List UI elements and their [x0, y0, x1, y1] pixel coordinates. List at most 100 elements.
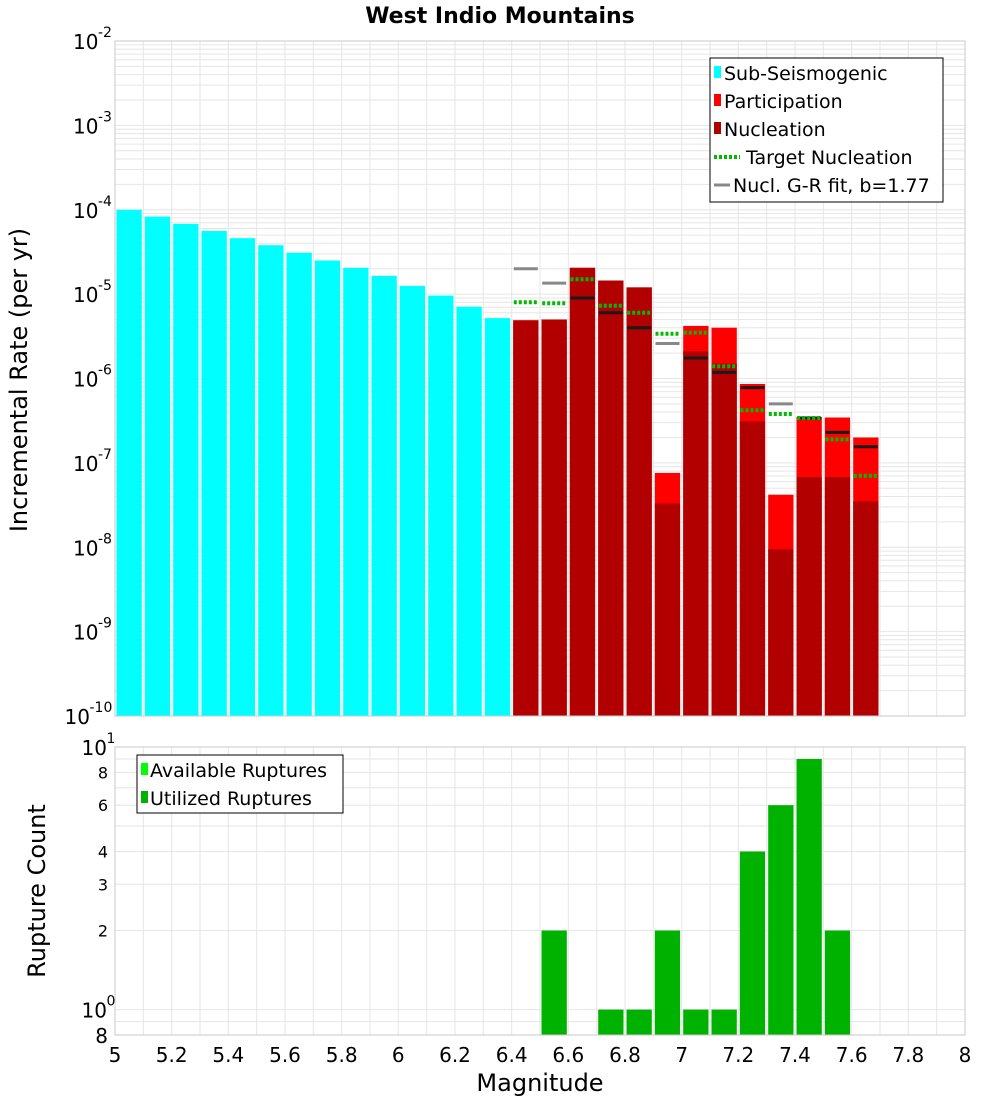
top-legend-item: Sub-Seismogenic — [714, 63, 888, 85]
top-lines — [513, 267, 878, 478]
top-y-tick-label: 10 -2 — [73, 25, 112, 54]
utilized-ruptures-bar — [768, 805, 794, 1035]
sub-seismogenic-bar — [258, 245, 284, 716]
utilized-ruptures-bar — [683, 1009, 709, 1035]
utilized-ruptures-bar — [654, 930, 681, 1035]
utilized-ruptures-bar — [796, 759, 822, 1035]
x-tick-label: 6.8 — [609, 1043, 641, 1067]
top-y-tick-label: 10 -7 — [73, 447, 112, 476]
bottom-y-minor-tick-label: 4 — [98, 842, 108, 861]
x-tick-label: 6 — [392, 1043, 405, 1067]
tick-exponent: -7 — [98, 447, 112, 463]
x-axis-label: Magnitude — [476, 1069, 603, 1097]
tick-base: 10 — [65, 705, 90, 729]
bottom-y-tick-label: 10 1 — [82, 731, 116, 760]
x-tick-label: 5.4 — [212, 1043, 244, 1067]
utilized-ruptures-bar — [711, 1009, 737, 1035]
tick-exponent: -8 — [98, 531, 112, 547]
nucleation-bar — [768, 549, 794, 716]
legend-label: Available Ruptures — [150, 760, 327, 782]
tick-exponent: -9 — [98, 616, 112, 632]
top-y-tick-label: 10 -5 — [73, 278, 112, 307]
nucleation-bar — [541, 319, 567, 716]
tick-exponent: -10 — [90, 700, 113, 716]
bottom-plot-frame — [114, 746, 966, 1036]
x-tick-label: 7.4 — [779, 1043, 811, 1067]
tick-exponent: 1 — [107, 731, 116, 747]
x-tick-label: 7.2 — [722, 1043, 754, 1067]
nucleation-bar — [739, 421, 766, 716]
nucleation-bar — [796, 477, 822, 716]
tick-exponent: -4 — [98, 194, 112, 210]
tick-base: 10 — [73, 114, 98, 138]
tick-exponent: 0 — [107, 994, 116, 1010]
sub-seismogenic-bar — [201, 231, 227, 716]
legend-label: Nucl. G-R fit, b=1.77 — [733, 175, 930, 197]
tick-exponent: -3 — [98, 109, 112, 125]
legend-label: Nucleation — [724, 119, 826, 141]
top-legend-item: Nucl. G-R fit, b=1.77 — [714, 175, 930, 197]
utilized-ruptures-bar — [598, 1009, 624, 1035]
bottom-bars — [541, 759, 851, 1035]
utilized-ruptures-bar — [626, 1009, 652, 1035]
legend-label: Participation — [724, 91, 843, 113]
x-tick-label: 5.2 — [156, 1043, 188, 1067]
sub-seismogenic-bar — [456, 306, 482, 716]
top-legend-item: Nucleation — [714, 119, 826, 141]
legend-swatch — [714, 66, 721, 78]
bottom-y-minor-tick-label: 8 — [98, 763, 108, 782]
tick-base: 10 — [73, 536, 98, 560]
x-tick-label: 5 — [109, 1043, 122, 1067]
tick-base: 10 — [73, 283, 98, 307]
bottom-legend-item: Utilized Ruptures — [141, 788, 312, 810]
legend-label: Utilized Ruptures — [150, 788, 312, 810]
tick-exponent: -2 — [98, 25, 112, 41]
top-y-tick-label: 10 -6 — [73, 363, 112, 392]
bottom-y-minor-tick-label: 6 — [98, 796, 108, 815]
tick-base: 10 — [73, 30, 98, 54]
bottom-y-minor-tick-label: 2 — [98, 922, 108, 941]
bottom-y-axis-label: Rupture Count — [23, 804, 51, 978]
sub-seismogenic-bar — [116, 209, 142, 717]
x-tick-label: 8 — [959, 1043, 972, 1067]
legend-swatch — [714, 122, 721, 134]
top-y-tick-label: 10 -3 — [73, 109, 112, 138]
nucleation-bar — [513, 320, 539, 716]
top-legend-box — [709, 57, 944, 203]
tick-exponent: -5 — [98, 278, 112, 294]
top-legend-item: Participation — [714, 91, 843, 113]
sub-seismogenic-bar — [428, 295, 454, 716]
utilized-ruptures-bar — [739, 851, 766, 1035]
x-tick-label: 6.4 — [496, 1043, 528, 1067]
nucleation-bar — [683, 351, 709, 716]
tick-base: 10 — [73, 199, 98, 223]
legends: Sub-Seismogenic Participation Nucleation Ta… — [136, 57, 944, 814]
tick-exponent: -6 — [98, 363, 112, 379]
utilized-ruptures-bar — [824, 930, 851, 1035]
legend-swatch — [141, 791, 148, 803]
top-y-tick-label: 10 -4 — [73, 194, 112, 223]
sub-seismogenic-bar — [173, 223, 199, 716]
sub-seismogenic-bar — [484, 318, 511, 716]
x-tick-label: 5.6 — [269, 1043, 301, 1067]
nucleation-bar — [654, 503, 681, 716]
sub-seismogenic-bar — [286, 252, 312, 716]
sub-seismogenic-bar — [229, 238, 256, 716]
nucleation-bar — [824, 477, 851, 716]
sub-seismogenic-bar — [144, 216, 171, 716]
plot-frames — [114, 40, 966, 1036]
top-y-axis-label: Incremental Rate (per yr) — [5, 228, 33, 532]
sub-seismogenic-bar — [343, 267, 369, 716]
chart-title: West Indio Mountains — [365, 4, 635, 29]
top-y-tick-label: 10 -9 — [73, 616, 112, 645]
sub-seismogenic-bar — [371, 275, 397, 716]
top-y-tick-label: 10 -10 — [65, 700, 113, 729]
x-tick-label: 7.6 — [836, 1043, 868, 1067]
nucleation-bar — [711, 363, 737, 716]
top-plot-frame — [114, 40, 966, 717]
top-legend-item: Target Nucleation — [714, 147, 913, 169]
tick-base: 10 — [73, 452, 98, 476]
